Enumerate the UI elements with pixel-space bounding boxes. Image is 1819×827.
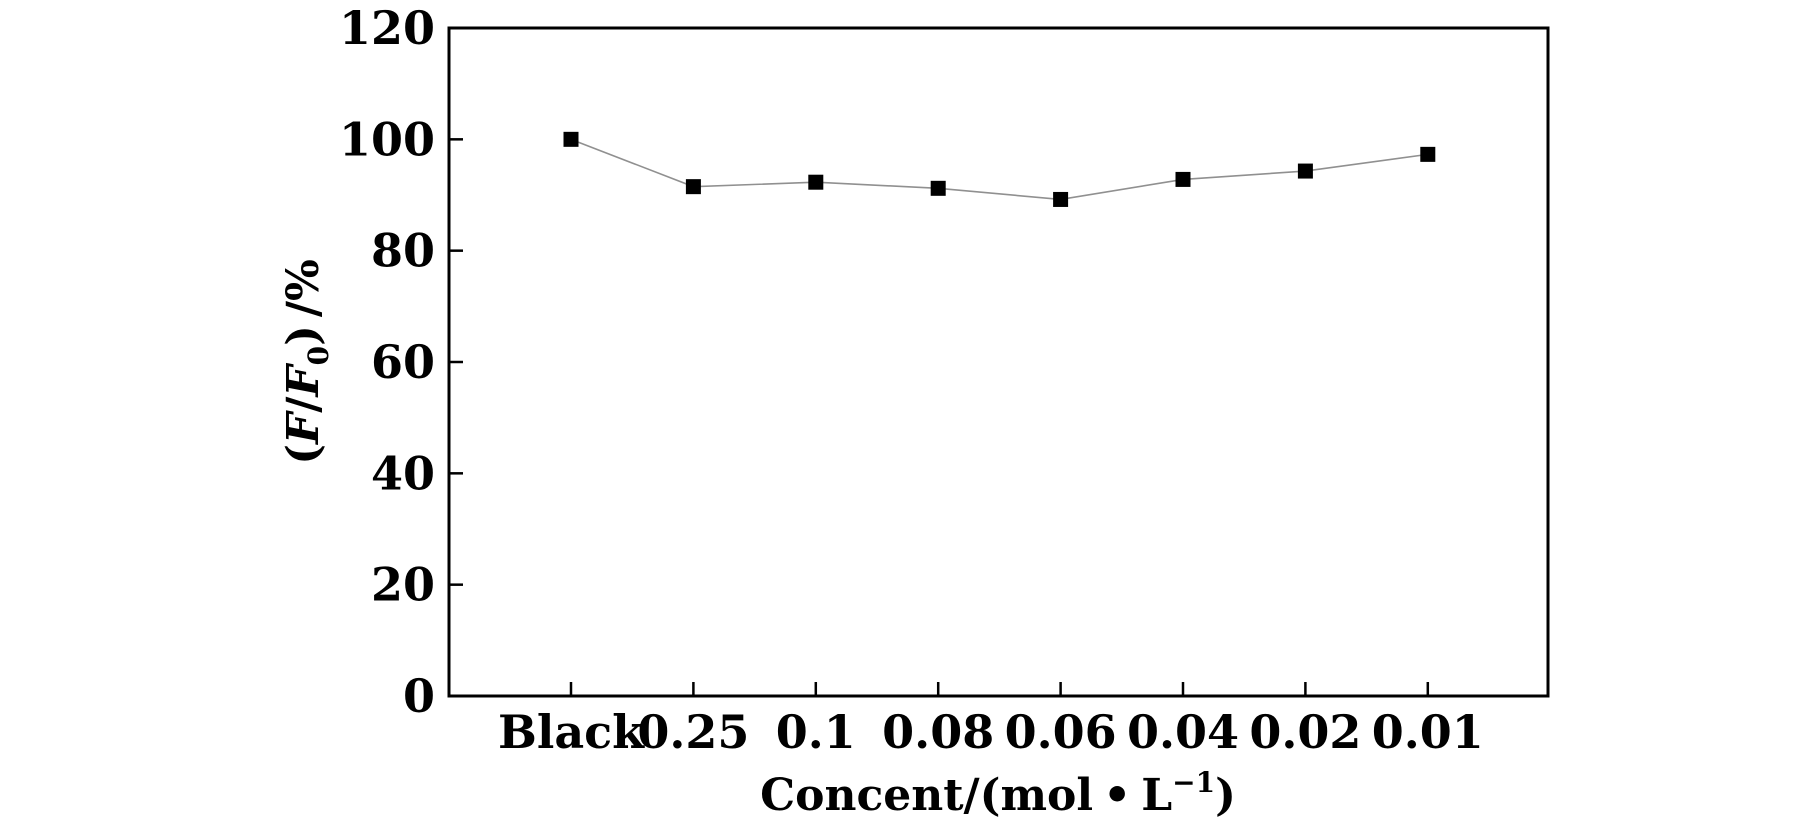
x-axis-title: Concent/(mol • L−1) [760,766,1236,821]
series-layer [563,131,1436,207]
data-point-marker [1175,171,1191,187]
y-tick-label: 80 [371,224,435,278]
y-axis-title: (F/F0)/% [278,259,335,465]
data-point-marker [563,131,579,147]
x-tick-label: 0.04 [1127,705,1239,759]
data-point-marker [685,179,701,195]
y-tick-label: 40 [371,446,435,500]
x-tick-label: 0.02 [1249,705,1361,759]
y-tick-label: 20 [371,558,435,612]
x-tick-label: Black [498,705,645,759]
data-point-marker [1420,146,1436,162]
y-axis: 0 20 40 60 80 100 120 [339,1,463,723]
y-tick-label: 0 [403,669,435,723]
data-point-marker [930,180,946,196]
series-line [570,138,1428,201]
y-tick-label: 60 [371,335,435,389]
data-point-marker [808,174,824,190]
y-tick-label: 120 [339,1,435,55]
x-tick-label: 0.01 [1372,705,1484,759]
x-tick-label: 0.08 [882,705,994,759]
y-tick-label: 100 [339,112,435,166]
x-tick-label: 0.25 [637,705,749,759]
x-tick-label: 0.06 [1005,705,1117,759]
data-point-marker [1297,163,1313,179]
x-tick-label: 0.1 [776,705,856,759]
data-point-marker [1053,191,1069,207]
plot-frame [447,26,1550,698]
